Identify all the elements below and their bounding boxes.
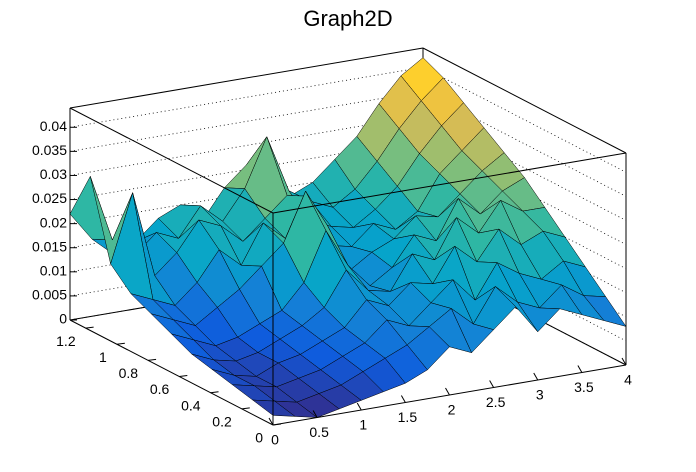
z-tick-label: 0.03 (40, 166, 67, 182)
x-tick (489, 380, 495, 388)
x-tick (621, 357, 627, 366)
x-tick-label: 0.5 (309, 424, 329, 440)
x-tick-label: 2.5 (486, 394, 506, 410)
y-tick (272, 423, 282, 426)
chart-title: Graph2D (303, 6, 392, 31)
x-tick-label: 1 (359, 417, 367, 433)
z-tick-label: 0 (59, 311, 67, 327)
z-tick-label: 0.01 (40, 263, 67, 279)
x-tick (400, 395, 406, 403)
x-tick (533, 372, 539, 381)
z-tick-label: 0.035 (32, 142, 67, 158)
y-tick (241, 407, 250, 410)
surface (69, 57, 627, 418)
y-tick-label: 0 (255, 430, 263, 446)
z-tick-label: 0.015 (32, 238, 67, 254)
y-tick (116, 342, 125, 345)
y-tick-label: 1.2 (56, 333, 76, 349)
z-tick-label: 0.04 (40, 118, 67, 134)
surface-cell (252, 399, 296, 417)
y-tick (148, 358, 157, 361)
y-tick-label: 0.6 (150, 381, 170, 397)
y-tick (210, 391, 219, 394)
box-edge (69, 47, 424, 109)
x-tick (312, 410, 318, 418)
x-tick-label: 3.5 (574, 379, 594, 395)
y-tick (179, 375, 188, 378)
x-tick-label: 1.5 (398, 409, 418, 425)
x-tick-label: 0 (271, 432, 279, 448)
x-tick (268, 417, 274, 426)
x-tick (445, 387, 450, 396)
x-tick-label: 2 (448, 402, 456, 418)
box-edge (272, 152, 627, 214)
z-tick-label: 0.005 (32, 287, 67, 303)
x-tick (577, 365, 583, 373)
y-tick-label: 1 (99, 349, 107, 365)
box-edge (422, 47, 627, 154)
box-edge (69, 107, 274, 214)
y-tick-label: 0.8 (119, 365, 139, 381)
box-edge (69, 319, 274, 426)
y-tick-label: 0.2 (212, 414, 232, 430)
axes: 0 0.005 0.01 0.015 0.02 0.025 0.03 0.035 0.04 0 0.… (32, 107, 632, 448)
x-tick-label: 3 (536, 387, 544, 403)
x-tick (356, 402, 362, 411)
y-tick (85, 326, 94, 329)
y-tick-label: 0.4 (181, 397, 201, 413)
x-tick-label: 4 (624, 372, 632, 388)
z-tick-label: 0.025 (32, 190, 67, 206)
z-tick-label: 0.02 (40, 214, 67, 230)
